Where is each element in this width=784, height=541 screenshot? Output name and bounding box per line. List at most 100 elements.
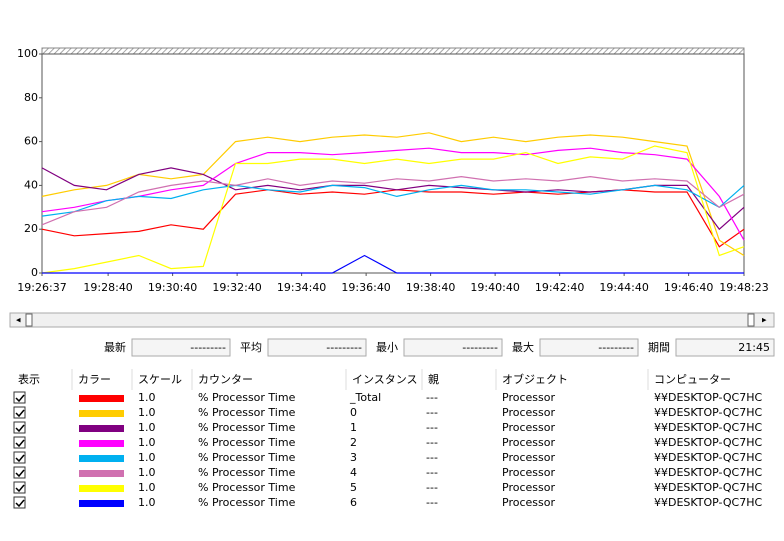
computer-cell: ¥¥DESKTOP-QC7HC	[654, 481, 763, 494]
parent-cell: ---	[426, 451, 438, 464]
instance-cell: 1	[350, 421, 357, 434]
counter-cell: % Processor Time	[198, 466, 296, 479]
y-tick-label: 40	[24, 178, 38, 191]
x-tick-label: 19:46:40	[664, 281, 713, 294]
y-tick-label: 100	[17, 47, 38, 60]
scroll-right[interactable]: ▸	[762, 316, 767, 326]
scroll-left[interactable]: ◂	[16, 316, 21, 326]
y-tick-label: 80	[24, 91, 38, 104]
object-cell: Processor	[502, 481, 555, 494]
y-tick-label: 0	[31, 266, 38, 279]
checkbox[interactable]	[13, 481, 26, 494]
stat-label: 平均	[240, 341, 262, 354]
scale-cell: 1.0	[138, 406, 156, 419]
parent-cell: ---	[426, 406, 438, 419]
y-tick-label: 60	[24, 135, 38, 148]
checkbox[interactable]	[13, 466, 26, 479]
checkmark	[15, 484, 25, 493]
stat-value: ---------	[598, 341, 634, 354]
computer-cell: ¥¥DESKTOP-QC7HC	[654, 466, 763, 479]
scale-cell: 1.0	[138, 421, 156, 434]
column-header[interactable]: オブジェクト	[502, 372, 568, 386]
x-tick-label: 19:34:40	[277, 281, 326, 294]
computer-cell: ¥¥DESKTOP-QC7HC	[654, 391, 763, 404]
parent-cell: ---	[426, 391, 438, 404]
checkbox[interactable]	[13, 421, 26, 434]
column-header[interactable]: カラー	[78, 373, 111, 386]
checkbox[interactable]	[13, 406, 26, 419]
plot-area	[41, 53, 745, 274]
scale-cell: 1.0	[138, 481, 156, 494]
checkmark	[15, 439, 25, 448]
series-line	[42, 254, 744, 274]
object-cell: Processor	[502, 406, 555, 419]
column-header[interactable]: 親	[428, 373, 439, 386]
table-header	[10, 368, 772, 390]
object-cell: Processor	[502, 421, 555, 434]
checkbox[interactable]	[13, 391, 26, 404]
x-tick-label: 19:26:37	[17, 281, 66, 294]
stat-value: ---------	[190, 341, 226, 354]
stat-label: 最新	[104, 340, 126, 354]
computer-cell: ¥¥DESKTOP-QC7HC	[654, 421, 763, 434]
instance-cell: 6	[350, 496, 357, 509]
x-tick-label: 19:40:40	[470, 281, 519, 294]
stat-box	[131, 338, 231, 357]
stat-value: ---------	[462, 341, 498, 354]
instance-cell: 4	[350, 466, 357, 479]
object-cell: Processor	[502, 436, 555, 449]
stat-box	[675, 338, 775, 357]
checkmark	[15, 469, 25, 478]
x-tick-label: 19:28:40	[83, 281, 132, 294]
checkmark	[15, 499, 25, 508]
parent-cell: ---	[426, 496, 438, 509]
x-tick-label: 19:38:40	[406, 281, 455, 294]
parent-cell: ---	[426, 436, 438, 449]
counter-cell: % Processor Time	[198, 391, 296, 404]
counter-cell: % Processor Time	[198, 421, 296, 434]
checkbox[interactable]	[13, 496, 26, 509]
column-header[interactable]: インスタンス	[352, 373, 418, 386]
series-line	[41, 175, 745, 226]
x-tick-label: 19:32:40	[212, 281, 261, 294]
column-header[interactable]: コンピューター	[654, 373, 731, 386]
computer-cell: ¥¥DESKTOP-QC7HC	[654, 496, 763, 509]
scale-cell: 1.0	[138, 451, 156, 464]
counter-cell: % Processor Time	[198, 481, 296, 494]
x-tick-label: 19:48:23	[719, 281, 768, 294]
instance-cell: 2	[350, 436, 357, 449]
stat-label: 期間	[648, 341, 670, 354]
counter-cell: % Processor Time	[198, 451, 296, 464]
checkbox[interactable]	[13, 436, 26, 449]
column-header[interactable]: カウンター	[198, 373, 253, 386]
stat-value: 21:45	[738, 341, 770, 354]
stat-label: 最大	[512, 340, 534, 354]
column-header[interactable]: 表示	[18, 372, 40, 386]
color-swatch	[79, 410, 124, 417]
computer-cell: ¥¥DESKTOP-QC7HC	[654, 406, 763, 419]
parent-cell: ---	[426, 421, 438, 434]
scale-cell: 1.0	[138, 466, 156, 479]
color-swatch	[79, 440, 124, 447]
counter-cell: % Processor Time	[198, 436, 296, 449]
parent-cell: ---	[426, 466, 438, 479]
y-tick-label: 20	[24, 222, 38, 235]
color-swatch	[79, 500, 124, 507]
stat-box	[267, 338, 367, 357]
color-swatch	[79, 470, 124, 477]
object-cell: Processor	[502, 391, 555, 404]
scroll-thumb[interactable]	[25, 313, 33, 327]
x-tick-label: 19:44:40	[599, 281, 648, 294]
hatch-band	[41, 47, 745, 55]
series-line	[41, 145, 745, 274]
column-header[interactable]: スケール	[138, 373, 182, 386]
color-swatch	[79, 485, 124, 492]
counter-cell: % Processor Time	[198, 496, 296, 509]
x-tick-label: 19:30:40	[148, 281, 197, 294]
color-swatch	[79, 455, 124, 462]
scrollbar[interactable]	[9, 312, 775, 328]
scroll-thumb[interactable]	[747, 313, 755, 327]
checkbox[interactable]	[13, 451, 26, 464]
scale-cell: 1.0	[138, 496, 156, 509]
